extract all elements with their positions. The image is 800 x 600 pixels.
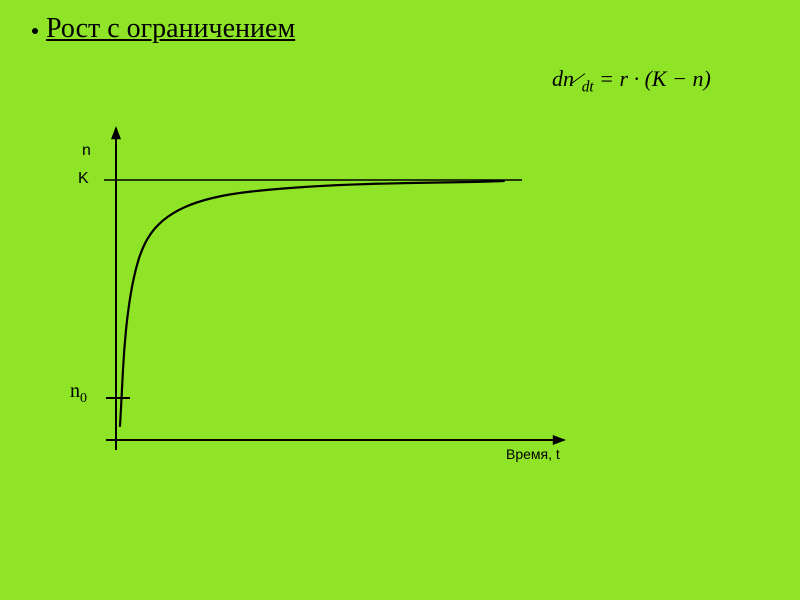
growth-chart: n Время, t K n0 <box>84 120 584 470</box>
x-axis-label: Время, t <box>506 446 560 462</box>
slide-title: Рост с ограничением <box>46 14 295 45</box>
equation: dn∕dt = r · (K − n) <box>552 66 711 96</box>
title-block: Рост с ограничением <box>32 14 295 45</box>
slide: Рост с ограничением dn∕dt = r · (K − n) … <box>0 0 800 600</box>
bullet-icon <box>32 28 38 34</box>
k-label: K <box>78 170 89 188</box>
chart-svg <box>84 120 584 470</box>
n0-label: n0 <box>70 380 87 407</box>
y-axis-label: n <box>82 142 91 160</box>
